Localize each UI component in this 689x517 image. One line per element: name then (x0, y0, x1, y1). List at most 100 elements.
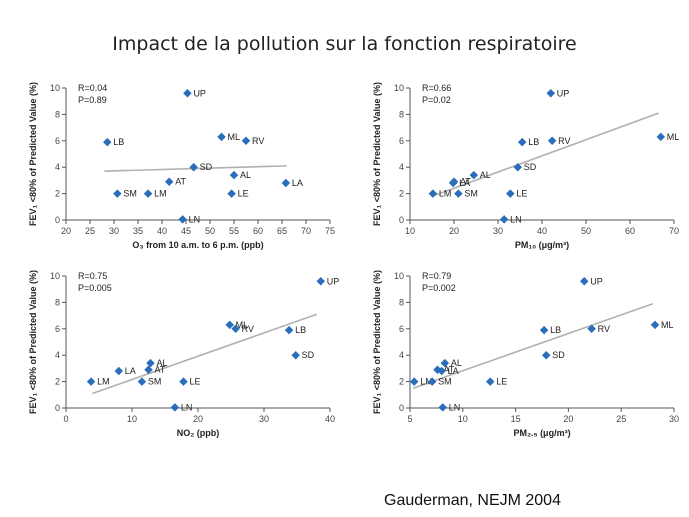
data-point-label: LN (189, 214, 201, 224)
data-point-sd (513, 162, 523, 172)
x-tick-label: 60 (625, 226, 635, 236)
data-point-label: LM (420, 377, 433, 387)
x-tick-label: 20 (61, 226, 71, 236)
y-tick-label: 10 (394, 83, 404, 93)
data-point-ln (178, 215, 187, 224)
data-point-label: LN (181, 402, 193, 412)
stat-p: P=0.005 (78, 283, 112, 293)
x-tick-label: 70 (669, 226, 679, 236)
data-point-at (144, 365, 153, 374)
stat-p: P=0.89 (78, 95, 107, 105)
data-point-al (469, 170, 479, 180)
data-point-label: RV (598, 324, 610, 334)
x-axis-title: O₃ from 10 a.m. to 6 p.m. (ppb) (132, 240, 263, 250)
data-point-label: LE (238, 189, 249, 199)
data-point-label: ML (228, 132, 241, 142)
stat-r: R=0.75 (78, 271, 107, 281)
x-tick-label: 40 (157, 226, 167, 236)
data-point-le (506, 189, 515, 198)
data-point-label: LN (510, 214, 522, 224)
y-tick-label: 8 (399, 109, 404, 119)
y-tick-label: 4 (399, 350, 404, 360)
x-tick-label: 50 (581, 226, 591, 236)
data-point-label: AT (175, 177, 186, 187)
y-axis-title: FEV₁ <80% of Predicted Value (%) (28, 82, 38, 226)
x-tick-label: 30 (109, 226, 119, 236)
data-point-up (546, 89, 556, 98)
y-tick-label: 10 (394, 271, 404, 281)
x-tick-label: 75 (325, 226, 335, 236)
data-point-label: LA (292, 178, 303, 188)
data-point-label: LB (528, 137, 539, 147)
y-tick-label: 10 (50, 271, 60, 281)
data-point-label: LB (113, 137, 124, 147)
data-point-le (227, 189, 236, 198)
x-tick-label: 20 (449, 226, 459, 236)
slide-title: Impact de la pollution sur la fonction r… (112, 33, 577, 55)
y-tick-label: 4 (55, 162, 60, 172)
y-tick-label: 8 (55, 109, 60, 119)
data-point-la (281, 178, 291, 188)
x-tick-label: 15 (511, 414, 521, 424)
data-point-sm (454, 189, 463, 198)
trend-line (92, 313, 318, 395)
y-tick-label: 0 (55, 403, 60, 413)
data-point-label: AL (480, 170, 491, 180)
stat-p: P=0.002 (422, 283, 456, 293)
data-point-label: LE (496, 377, 507, 387)
data-point-ml (217, 132, 226, 142)
y-tick-label: 2 (399, 189, 404, 199)
x-tick-label: 10 (458, 414, 468, 424)
data-point-label: SM (123, 189, 137, 199)
data-point-rv (231, 324, 240, 334)
data-point-rv (547, 136, 557, 146)
data-point-sd (291, 350, 300, 360)
x-tick-label: 30 (259, 414, 269, 424)
stat-p: P=0.02 (422, 95, 451, 105)
data-point-label: RV (242, 324, 254, 334)
x-tick-label: 40 (537, 226, 547, 236)
data-point-label: SD (302, 350, 315, 360)
data-point-up (183, 89, 192, 98)
x-tick-label: 40 (325, 414, 335, 424)
data-point-label: LM (154, 189, 167, 199)
data-point-label: SM (438, 377, 452, 387)
data-point-label: ML (236, 320, 249, 330)
data-point-sd (541, 350, 551, 360)
data-point-label: LA (448, 366, 459, 376)
data-point-al (229, 170, 239, 180)
x-tick-label: 5 (407, 414, 412, 424)
citation: Gauderman, NEJM 2004 (384, 492, 561, 509)
x-tick-label: 10 (405, 226, 415, 236)
data-point-label: UP (193, 88, 206, 98)
x-tick-label: 65 (277, 226, 287, 236)
data-point-label: SM (148, 377, 162, 387)
y-tick-label: 2 (55, 189, 60, 199)
y-tick-label: 6 (55, 324, 60, 334)
data-point-label: AT (155, 365, 166, 375)
data-point-ml (650, 320, 660, 330)
trend-line (412, 302, 654, 389)
data-point-label: LA (459, 178, 470, 188)
x-tick-label: 20 (563, 414, 573, 424)
data-point-label: LA (125, 366, 136, 376)
y-tick-label: 10 (50, 83, 60, 93)
data-point-lm (409, 377, 419, 386)
data-point-label: LE (189, 377, 200, 387)
y-axis-title: FEV₁ <80% of Predicted Value (%) (372, 270, 382, 414)
data-point-at (164, 177, 174, 186)
data-point-label: UP (327, 276, 340, 286)
data-point-sm (137, 377, 147, 386)
data-point-label: AT (460, 177, 471, 187)
data-point-label: AT (443, 365, 454, 375)
stat-r: R=0.79 (422, 271, 451, 281)
data-point-lb (103, 137, 112, 147)
y-tick-label: 0 (399, 215, 404, 225)
data-point-up (579, 277, 589, 286)
data-point-label: UP (590, 276, 603, 286)
y-tick-label: 4 (399, 162, 404, 172)
data-point-le (486, 377, 495, 386)
chart-pm25: 0 2 4 6 8 10 5 10 15 20 25 30 PM₂.₅ (μg/m³) FEV₁ <80%… (372, 270, 679, 438)
x-tick-label: 35 (133, 226, 143, 236)
data-point-lm (428, 189, 438, 198)
